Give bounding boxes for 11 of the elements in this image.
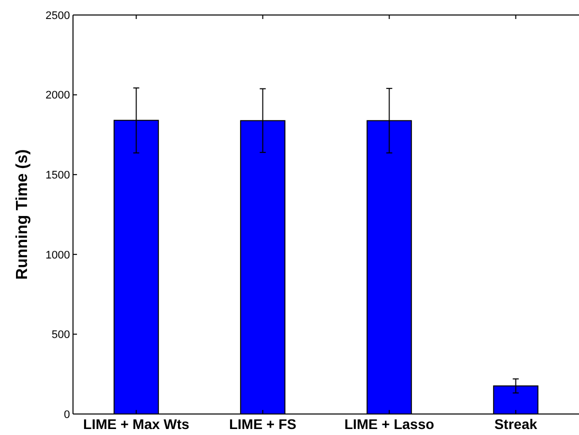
y-tick-label: 2500: [46, 10, 70, 22]
y-tick-label: 0: [64, 408, 70, 421]
y-tick-label: 2000: [46, 90, 70, 102]
x-tick-label: LIME + FS: [229, 416, 296, 432]
x-tick-label: Streak: [494, 416, 538, 432]
y-tick-label: 1000: [46, 249, 70, 262]
y-axis-title: Running Time (s): [14, 149, 31, 280]
x-tick-label: LIME + Max Wts: [83, 416, 190, 432]
x-tick-label: LIME + Lasso: [344, 416, 434, 432]
y-tick-label: 500: [52, 329, 70, 342]
y-tick-label: 1500: [46, 169, 70, 182]
